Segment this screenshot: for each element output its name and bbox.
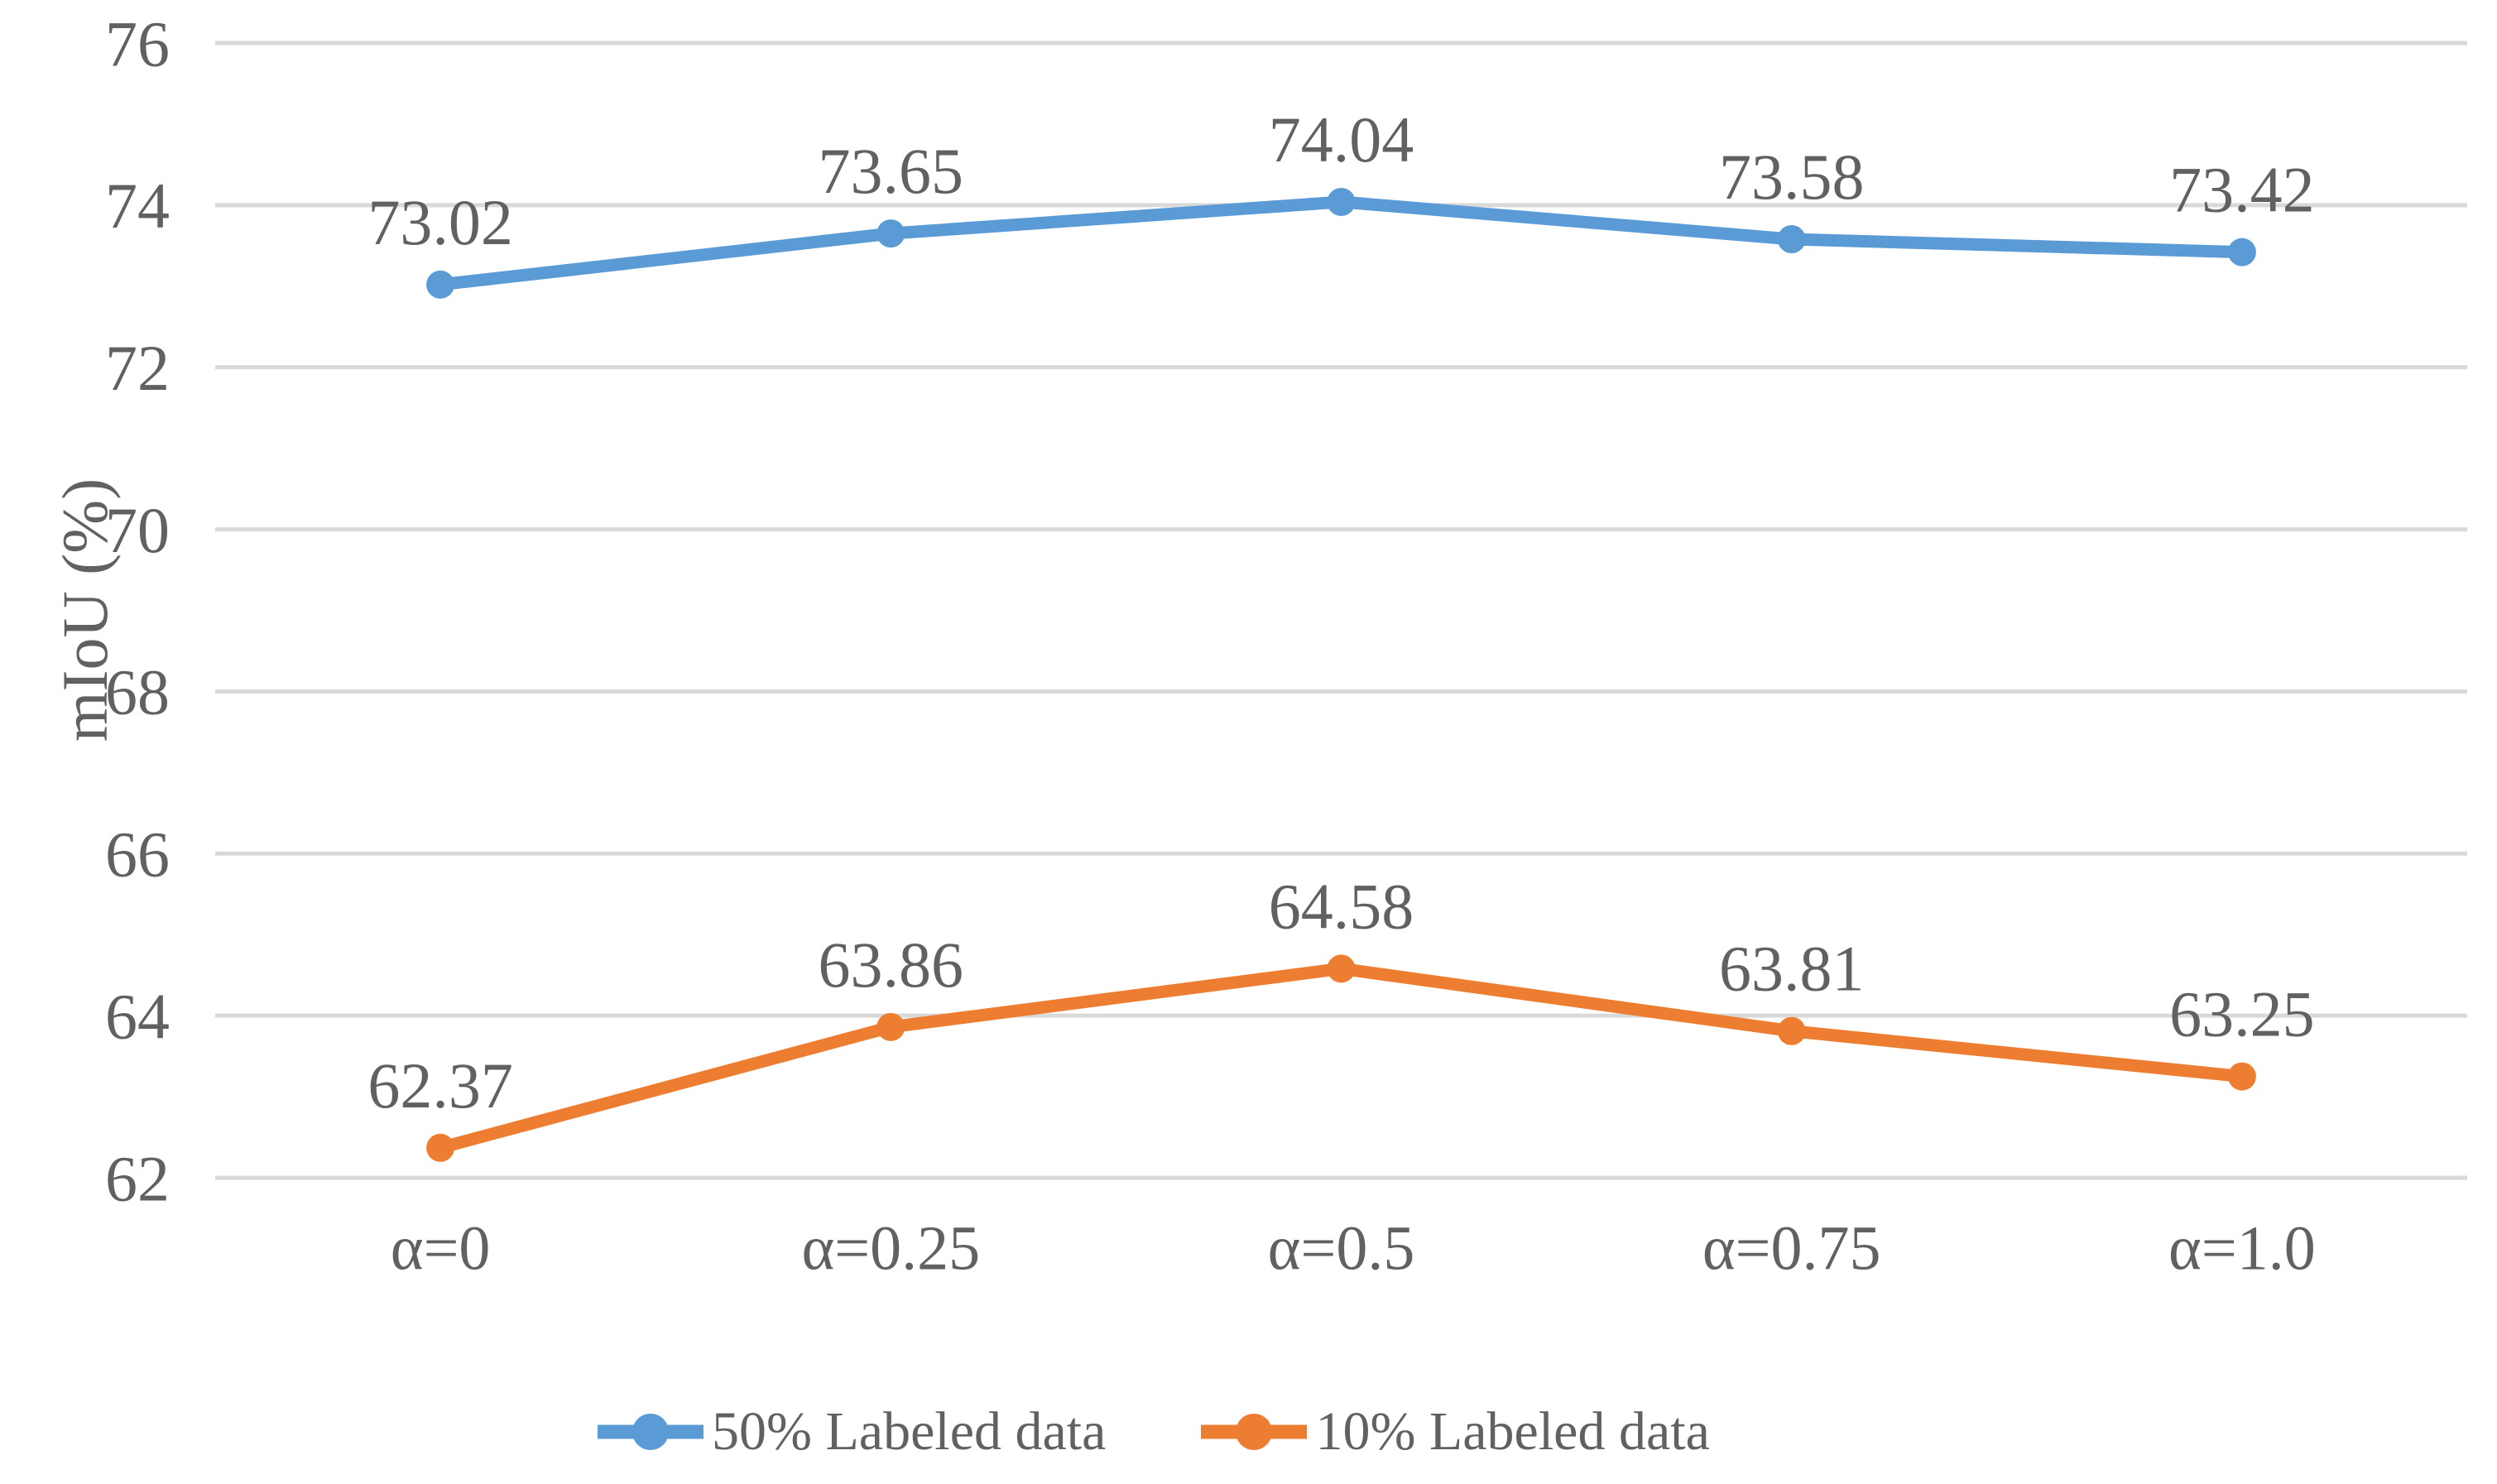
data-label: 63.25 bbox=[2169, 978, 2315, 1050]
y-tick-label: 66 bbox=[105, 819, 170, 891]
data-label: 63.86 bbox=[819, 929, 964, 1001]
data-label: 62.37 bbox=[367, 1049, 513, 1121]
legend-label-10pct: 10% Labeled data bbox=[1315, 1401, 1710, 1462]
y-tick-label: 68 bbox=[105, 656, 170, 728]
data-label: 73.58 bbox=[1719, 141, 1865, 213]
data-point bbox=[1777, 224, 1806, 253]
data-label: 63.81 bbox=[1719, 933, 1865, 1005]
data-point bbox=[2227, 238, 2256, 267]
y-tick-label: 64 bbox=[105, 980, 170, 1052]
legend-label-50pct: 50% Labeled data bbox=[712, 1401, 1107, 1462]
x-axis-label: α=0.25 bbox=[801, 1214, 980, 1284]
legend-item-10pct: 10% Labeled data bbox=[1201, 1395, 1710, 1468]
x-axis-label: α=1.0 bbox=[2168, 1214, 2316, 1284]
y-tick-label: 62 bbox=[105, 1142, 170, 1214]
y-tick-label: 74 bbox=[105, 170, 170, 242]
series-line-1 bbox=[434, 962, 2249, 1155]
data-label: 73.42 bbox=[2169, 154, 2315, 226]
y-axis-title: mIoU (%) bbox=[49, 478, 121, 742]
data-point bbox=[1327, 954, 1356, 983]
data-label: 74.04 bbox=[1269, 103, 1414, 175]
y-tick-label: 76 bbox=[105, 7, 170, 79]
data-point bbox=[1777, 1016, 1806, 1045]
x-axis-label: α=0.75 bbox=[1702, 1214, 1881, 1284]
data-label: 73.02 bbox=[367, 186, 513, 258]
x-axis-label: α=0.5 bbox=[1268, 1214, 1415, 1284]
legend-item-50pct: 50% Labeled data bbox=[598, 1395, 1106, 1468]
legend-marker-10pct-icon bbox=[1201, 1414, 1308, 1450]
data-point bbox=[2227, 1062, 2256, 1091]
data-label: 64.58 bbox=[1269, 870, 1414, 942]
legend: 50% Labeled data 10% Labeled data bbox=[598, 1395, 1710, 1468]
y-tick-label: 70 bbox=[105, 494, 170, 566]
y-tick-label: 72 bbox=[105, 332, 170, 404]
data-point bbox=[876, 219, 905, 248]
data-point bbox=[1327, 187, 1356, 216]
x-axis-label: α=0 bbox=[391, 1214, 491, 1284]
data-point bbox=[876, 1012, 905, 1041]
data-point bbox=[426, 1133, 455, 1162]
data-label: 73.65 bbox=[819, 135, 964, 207]
data-point bbox=[426, 270, 455, 299]
legend-marker-50pct-icon bbox=[598, 1414, 703, 1450]
